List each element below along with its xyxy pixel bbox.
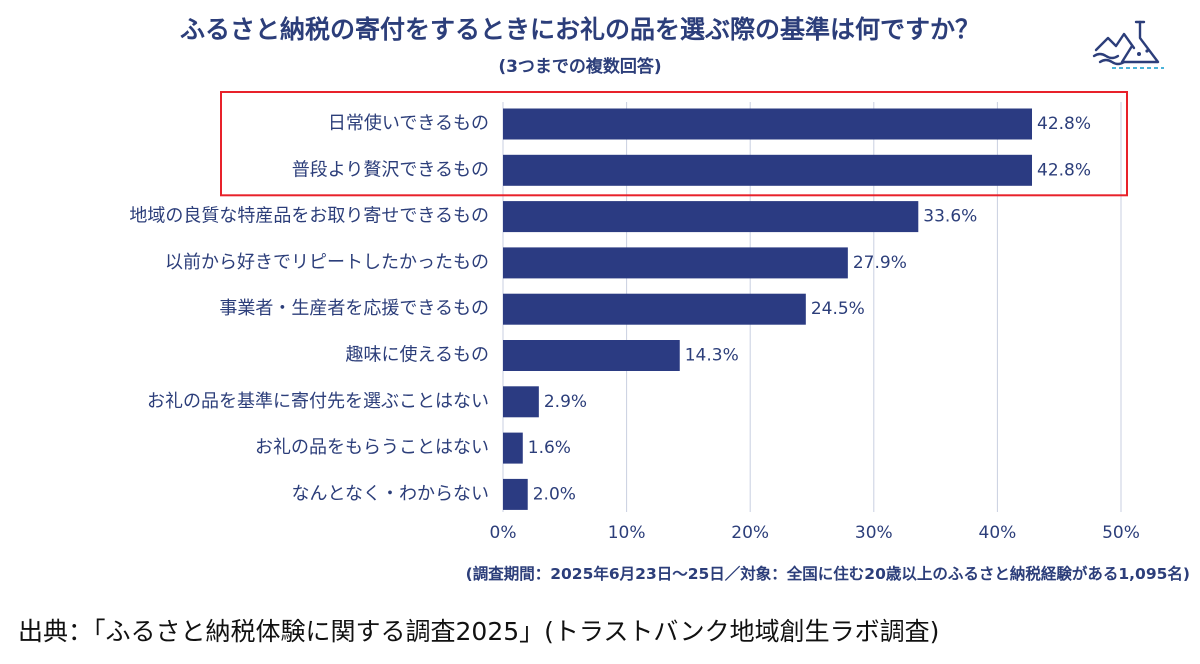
data-label: 42.8% [1037,114,1091,134]
x-tick-label: 10% [608,523,646,543]
bar [503,154,1033,186]
survey-note: (調査期間：2025年6月23日〜25日／対象：全国に住む20歳以上のふるさと納… [465,565,1190,583]
category-label: 事業者・生産者を応援できるもの [219,298,489,319]
x-tick-label: 20% [731,523,769,543]
category-label: 地域の良質な特産品をお取り寄せできるもの [129,206,489,227]
x-tick-label: 0% [490,523,517,543]
source-credit: 出典：「ふるさと納税体験に関する調査2025」(トラストバンク地域創生ラボ調査) [18,617,940,646]
chart-subtitle: (3つまでの複数回答) [498,57,662,77]
x-tick-label: 50% [1102,523,1140,543]
category-label: 趣味に使えるもの [346,345,489,366]
data-label: 24.5% [811,299,865,319]
data-label: 2.9% [544,392,587,412]
bar-chart: 0% 10% 20% 30% 40% 50% 日常使いできるもの 42.8% 普段より贅沢できる… [129,91,1140,543]
bar [503,201,919,233]
data-label: 14.3% [685,346,739,366]
bar [503,478,528,510]
category-label: 以前から好きでリピートしたかったもの [165,252,489,273]
data-label: 42.8% [1037,160,1091,180]
bar [503,108,1033,140]
category-label: 日常使いできるもの [328,113,489,134]
chart-title: ふるさと納税の寄付をするときにお礼の品を選ぶ際の基準は何ですか？ [179,15,980,44]
data-label: 1.6% [528,438,571,458]
x-tick-label: 40% [979,523,1017,543]
flask-landscape-icon [1092,16,1176,76]
x-tick-label: 30% [855,523,893,543]
data-label: 27.9% [853,253,907,273]
highlight-box [220,91,1128,197]
data-label: 2.0% [533,484,576,504]
bar [503,247,848,279]
bar [503,293,806,325]
category-label: 普段より贅沢できるもの [292,159,489,180]
bar [503,340,680,371]
data-label: 33.6% [923,207,977,227]
bar [503,386,539,418]
category-label: お礼の品を基準に寄付先を選ぶことはない [147,391,489,412]
category-label: お礼の品をもらうことはない [255,437,489,458]
category-label: なんとなく・わからない [292,483,489,504]
bar [503,432,523,464]
